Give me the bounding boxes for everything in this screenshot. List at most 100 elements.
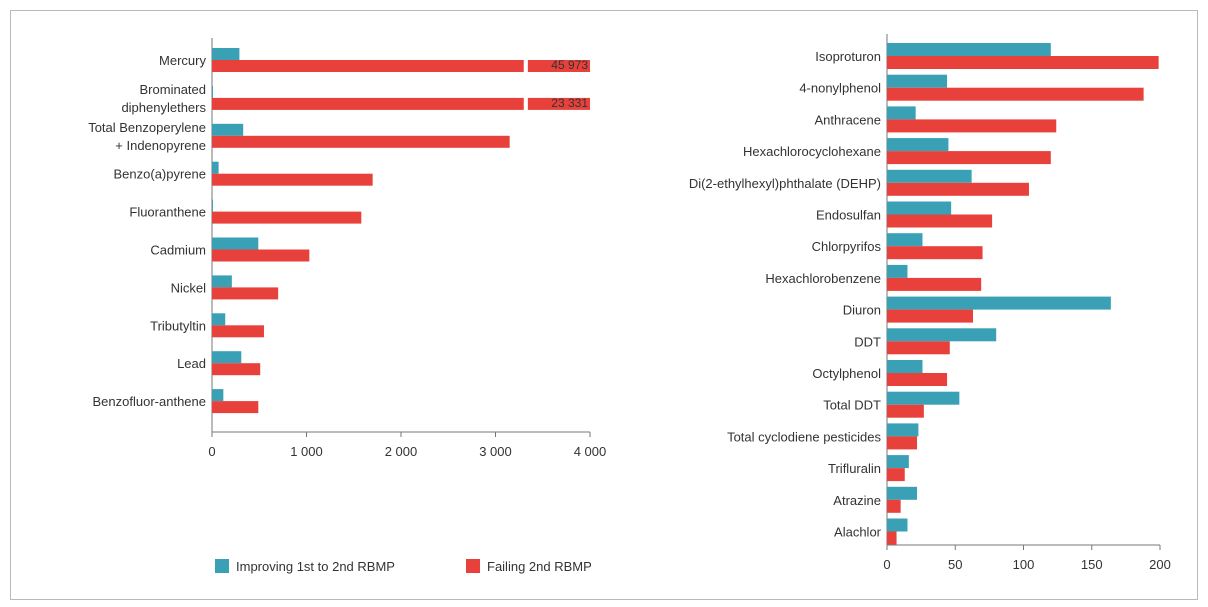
bar-improving <box>212 123 244 136</box>
x-tick-label: 1 000 <box>290 444 323 459</box>
category-label: Atrazine <box>833 493 881 508</box>
category-label: Benzo(a)pyrene <box>114 167 207 182</box>
bar-improving <box>887 486 918 500</box>
category-label: Nickel <box>171 280 207 295</box>
category-label: Hexachlorobenzene <box>765 271 881 286</box>
bar-improving <box>887 328 997 342</box>
bar-failing <box>212 173 373 186</box>
legend-swatch-failing <box>466 559 480 573</box>
category-label: Fluoranthene <box>129 205 206 220</box>
bar-failing <box>887 119 1057 133</box>
bar-failing <box>212 211 362 224</box>
bar-failing <box>212 135 510 148</box>
bar-failing <box>212 249 310 262</box>
category-label: 4-nonylphenol <box>799 81 881 96</box>
x-tick-label: 2 000 <box>385 444 418 459</box>
bar-failing <box>887 151 1051 165</box>
bar-failing <box>212 97 524 110</box>
bar-failing <box>887 404 924 418</box>
bar-improving <box>887 264 908 278</box>
left-bar-chart: 0 1 000 2 000 3 000 4 000 45 973 Mercury 23 331… <box>88 38 606 459</box>
bar-improving <box>212 199 213 212</box>
category-label: Di(2-ethylhexyl)phthalate (DEHP) <box>689 176 881 191</box>
bar-failing <box>212 401 259 414</box>
bar-improving <box>212 351 242 364</box>
bar-failing <box>887 468 905 482</box>
bar-improving <box>887 201 952 215</box>
bar-improving <box>212 237 259 250</box>
category-label: Anthracene <box>815 112 882 127</box>
bar-break-label: 23 331 <box>551 96 588 110</box>
x-tick-label: 100 <box>1013 557 1035 572</box>
category-label: Hexachlorocyclohexane <box>743 144 881 159</box>
x-tick-label: 150 <box>1081 557 1103 572</box>
category-label: DDT <box>854 334 881 349</box>
bar-improving <box>212 313 226 326</box>
category-label: Total Benzoperylene <box>88 120 206 135</box>
category-label: + Indenopyrene <box>115 138 206 153</box>
bar-improving <box>887 233 923 247</box>
category-label: Benzofluor-anthene <box>93 394 206 409</box>
bar-failing <box>887 56 1159 69</box>
category-label: Brominated <box>140 82 206 97</box>
bar-improving <box>887 296 1111 310</box>
legend-label-failing: Failing 2nd RBMP <box>487 559 592 574</box>
category-label: Total DDT <box>823 398 881 413</box>
category-label: Chlorpyrifos <box>812 239 882 254</box>
x-tick-label: 3 000 <box>479 444 512 459</box>
category-label: Isoproturon <box>815 49 881 64</box>
x-tick-label: 0 <box>883 557 890 572</box>
right-bar-chart: 0 50 100 150 200 Isoproturon 4-nonylphenol Anth… <box>689 34 1171 572</box>
bar-failing <box>887 436 918 450</box>
bar-improving <box>887 360 923 373</box>
category-label: Octylphenol <box>812 366 881 381</box>
category-label: Cadmium <box>150 243 206 258</box>
category-label: Diuron <box>843 303 881 318</box>
bar-improving <box>887 43 1051 56</box>
category-label: Alachlor <box>834 525 882 540</box>
bar-failing <box>887 531 897 545</box>
bar-failing <box>212 60 524 72</box>
category-label: Endosulfan <box>816 208 881 223</box>
category-label: Mercury <box>159 53 206 68</box>
bar-failing <box>887 277 982 291</box>
legend-label-improving: Improving 1st to 2nd RBMP <box>236 559 395 574</box>
bar-improving <box>887 518 908 532</box>
bar-improving <box>887 455 909 469</box>
bar-failing <box>887 499 901 513</box>
bar-improving <box>212 85 213 98</box>
bar-failing <box>887 87 1144 101</box>
bar-improving <box>212 161 219 174</box>
x-tick-label: 4 000 <box>574 444 607 459</box>
category-label: diphenylethers <box>121 100 206 115</box>
category-label: Trifluralin <box>828 461 881 476</box>
bar-failing <box>887 341 950 355</box>
bar-improving <box>212 48 240 60</box>
bar-failing <box>887 373 948 386</box>
category-label: Lead <box>177 356 206 371</box>
bar-failing-overflow <box>527 60 590 72</box>
bar-failing-overflow <box>527 97 590 110</box>
category-label: Tributyltin <box>150 318 206 333</box>
bar-improving <box>887 106 916 120</box>
bar-failing <box>887 309 973 323</box>
x-tick-label: 0 <box>208 444 215 459</box>
legend: Improving 1st to 2nd RBMP Failing 2nd RB… <box>215 559 592 574</box>
x-tick-label: 200 <box>1149 557 1171 572</box>
bar-failing <box>212 363 261 376</box>
bar-failing <box>212 325 264 338</box>
legend-swatch-improving <box>215 559 229 573</box>
bar-improving <box>887 138 949 152</box>
bar-improving <box>887 423 919 437</box>
bar-improving <box>212 389 224 402</box>
bar-failing <box>887 246 983 260</box>
bar-break-label: 45 973 <box>551 58 588 72</box>
bar-improving <box>212 275 232 288</box>
bar-improving <box>887 74 948 88</box>
category-label: Total cyclodiene pesticides <box>727 429 881 444</box>
bar-improving <box>887 391 960 405</box>
bar-improving <box>887 169 972 183</box>
bar-failing <box>887 182 1029 196</box>
bar-failing <box>212 287 279 300</box>
